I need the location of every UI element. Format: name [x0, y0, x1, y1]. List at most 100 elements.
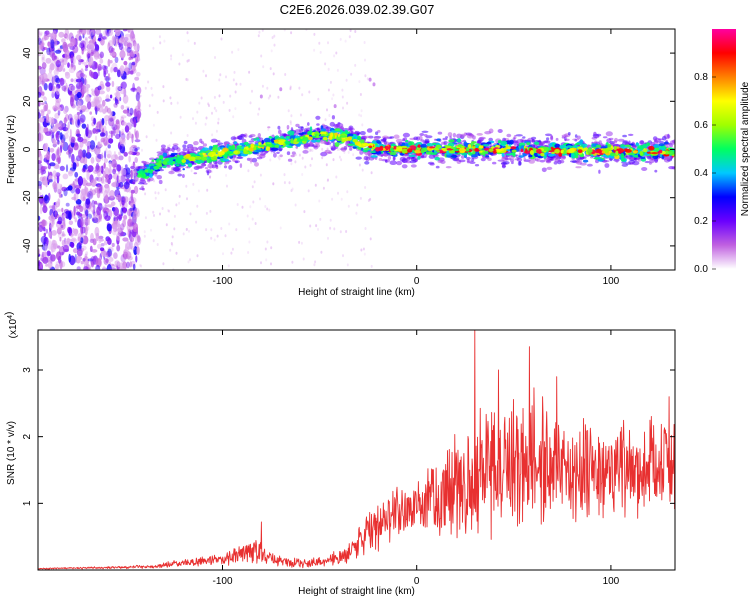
track-blob	[628, 152, 635, 156]
faint-speckle	[267, 96, 270, 100]
faint-speckle	[319, 217, 322, 221]
noise-speckle	[131, 144, 138, 149]
noise-speckle	[51, 153, 56, 162]
noise-speckle	[96, 66, 103, 71]
noise-speckle	[133, 246, 138, 256]
noise-speckle	[132, 206, 137, 213]
track-blob	[210, 138, 218, 143]
faint-speckle	[269, 158, 272, 162]
noise-speckle	[90, 157, 95, 164]
faint-speckle	[359, 93, 362, 96]
track-blob	[164, 158, 170, 162]
faint-speckle	[143, 234, 146, 238]
track-blob	[559, 159, 565, 164]
track-blob	[178, 151, 187, 156]
noise-speckle	[128, 155, 131, 163]
track-blob	[307, 122, 310, 126]
noise-speckle	[100, 165, 104, 174]
track-blob	[567, 132, 571, 136]
noise-speckle	[104, 65, 107, 69]
noise-speckle	[71, 237, 77, 242]
track-blob	[273, 152, 277, 158]
noise-speckle	[54, 123, 61, 128]
faint-speckle	[187, 260, 190, 264]
noise-speckle	[44, 30, 50, 35]
noise-speckle	[62, 41, 68, 50]
track-blob	[316, 139, 321, 143]
noise-speckle	[86, 101, 92, 110]
faint-speckle	[173, 227, 176, 231]
noise-speckle	[93, 51, 100, 58]
faint-speckle	[162, 262, 165, 266]
track-blob	[570, 153, 575, 159]
track-blob	[524, 148, 528, 153]
noise-speckle	[87, 165, 94, 173]
track-blob	[536, 158, 541, 162]
noise-speckle	[43, 232, 46, 237]
track-blob	[574, 134, 578, 138]
noise-speckle	[38, 117, 45, 123]
noise-speckle	[99, 32, 103, 39]
faint-speckle	[266, 86, 269, 90]
faint-speckle	[154, 191, 157, 195]
noise-speckle	[116, 156, 120, 161]
noise-speckle	[84, 37, 88, 41]
noise-speckle	[96, 206, 101, 216]
track-blob	[620, 153, 625, 159]
faint-speckle	[251, 217, 254, 221]
track-blob	[364, 161, 370, 165]
faint-speckle	[232, 115, 235, 119]
track-blob	[445, 166, 452, 169]
noise-speckle	[105, 178, 108, 183]
track-blob	[228, 145, 236, 150]
track-blob	[311, 139, 318, 143]
faint-speckle	[144, 86, 147, 90]
faint-speckle	[332, 93, 335, 97]
noise-speckle	[122, 261, 127, 270]
noise-speckle	[89, 101, 96, 108]
track-blob	[448, 139, 455, 143]
noise-speckle	[85, 141, 91, 147]
noise-speckle	[90, 191, 94, 197]
faint-speckle	[370, 171, 373, 175]
noise-speckle	[103, 125, 107, 133]
noise-speckle	[124, 164, 128, 169]
track-blob	[466, 158, 470, 164]
noise-speckle	[104, 194, 109, 204]
track-blob	[436, 150, 440, 153]
faint-speckle	[151, 93, 154, 97]
noise-speckle	[117, 175, 123, 183]
track-blob	[162, 152, 168, 158]
track-blob	[226, 151, 233, 155]
track-blob	[494, 148, 502, 152]
noise-speckle	[136, 86, 142, 95]
noise-speckle	[38, 36, 41, 42]
faint-speckle	[273, 43, 276, 47]
track-blob	[256, 154, 264, 157]
track-blob	[642, 148, 648, 153]
noise-speckle	[115, 133, 121, 140]
faint-speckle	[264, 205, 267, 208]
track-blob	[554, 149, 560, 154]
track-blob	[185, 153, 191, 158]
faint-speckle	[313, 263, 316, 267]
track-blob	[390, 147, 394, 152]
faint-speckle	[171, 243, 174, 247]
noise-speckle	[112, 181, 119, 188]
noise-speckle	[59, 77, 65, 86]
snr-y-scale-exponent: 4	[7, 315, 14, 319]
noise-speckle	[38, 133, 44, 142]
track-blob	[320, 134, 326, 137]
noise-speckle	[88, 192, 91, 199]
noise-speckle	[108, 46, 114, 53]
noise-speckle	[80, 260, 84, 265]
track-blob	[437, 159, 444, 164]
noise-speckle	[75, 199, 82, 205]
noise-speckle	[68, 149, 72, 158]
track-blob	[319, 131, 327, 135]
faint-speckle	[196, 110, 199, 114]
noise-speckle	[130, 50, 135, 58]
noise-speckle	[76, 266, 81, 270]
faint-speckle	[269, 94, 272, 98]
